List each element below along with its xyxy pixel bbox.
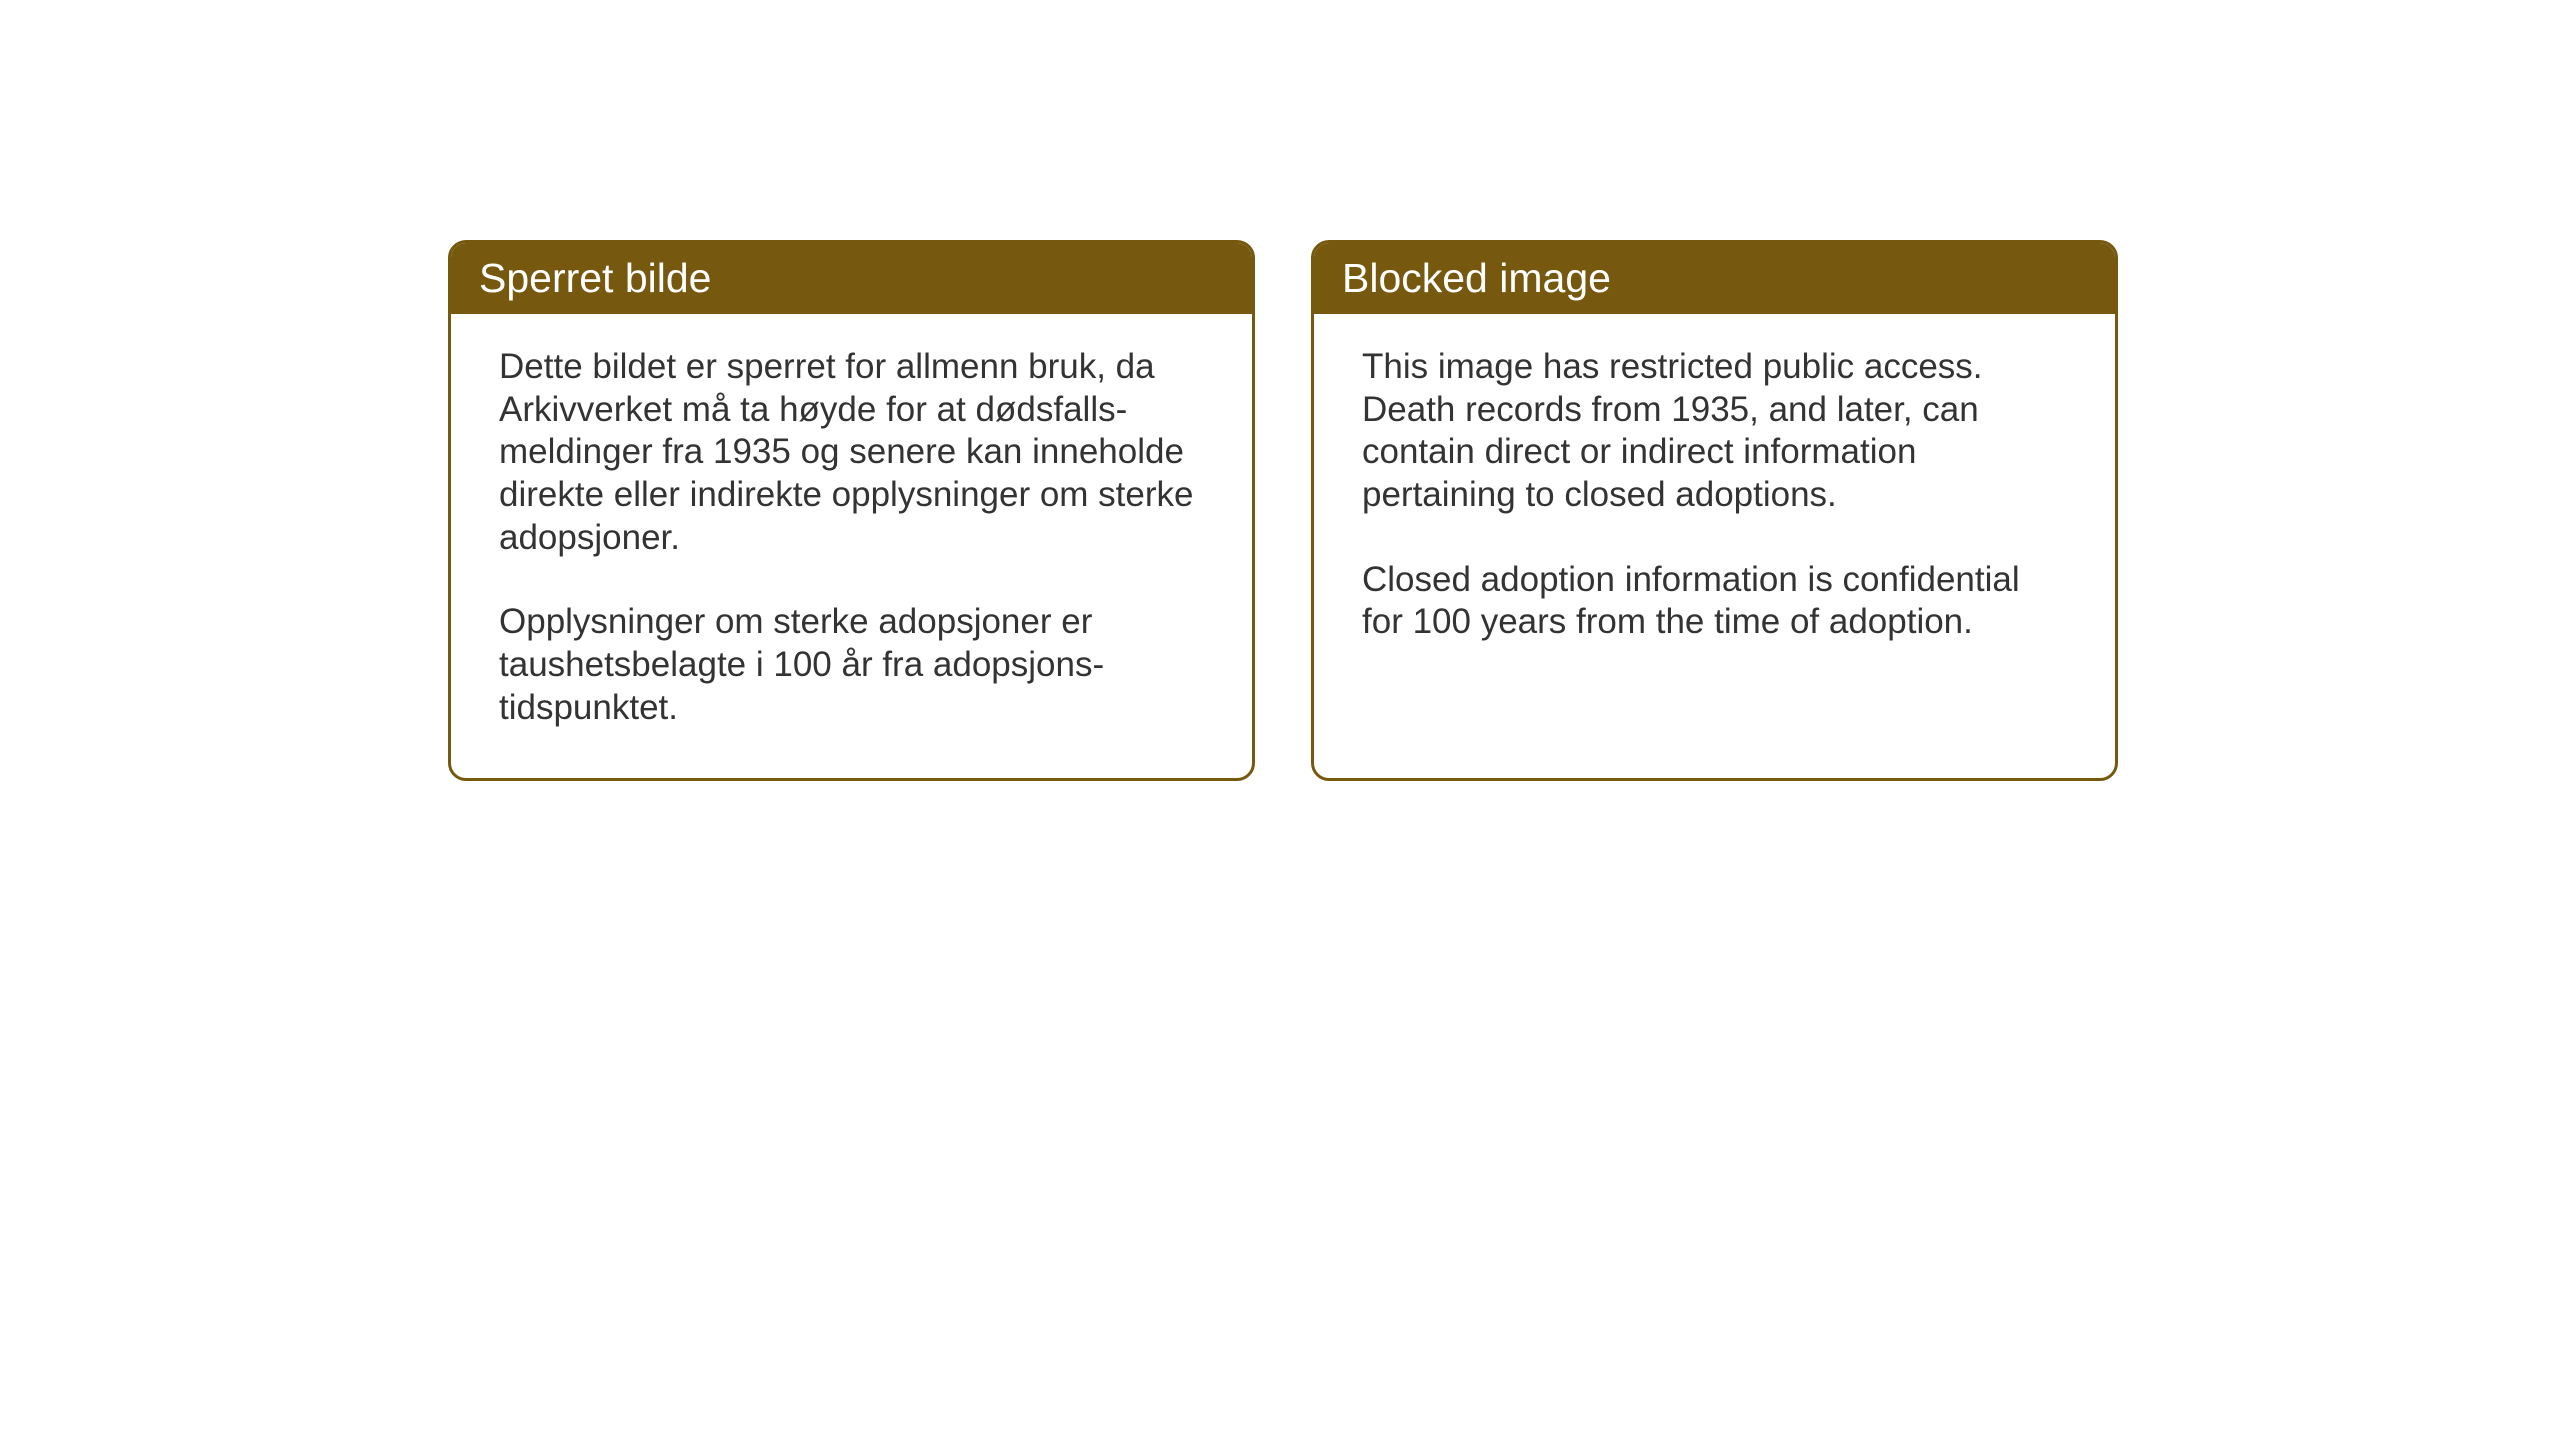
notice-paragraph-english-2: Closed adoption information is confident…: [1362, 559, 2067, 644]
notice-container: Sperret bilde Dette bildet er sperret fo…: [448, 240, 2118, 781]
notice-paragraph-english-1: This image has restricted public access.…: [1362, 346, 2067, 517]
notice-header-norwegian: Sperret bilde: [451, 243, 1252, 314]
notice-paragraph-norwegian-1: Dette bildet er sperret for allmenn bruk…: [499, 346, 1204, 559]
notice-title-norwegian: Sperret bilde: [479, 255, 711, 301]
notice-header-english: Blocked image: [1314, 243, 2115, 314]
notice-title-english: Blocked image: [1342, 255, 1611, 301]
notice-paragraph-norwegian-2: Opplysninger om sterke adopsjoner er tau…: [499, 601, 1204, 729]
notice-body-norwegian: Dette bildet er sperret for allmenn bruk…: [451, 314, 1252, 778]
notice-body-english: This image has restricted public access.…: [1314, 314, 2115, 754]
notice-box-norwegian: Sperret bilde Dette bildet er sperret fo…: [448, 240, 1255, 781]
notice-box-english: Blocked image This image has restricted …: [1311, 240, 2118, 781]
